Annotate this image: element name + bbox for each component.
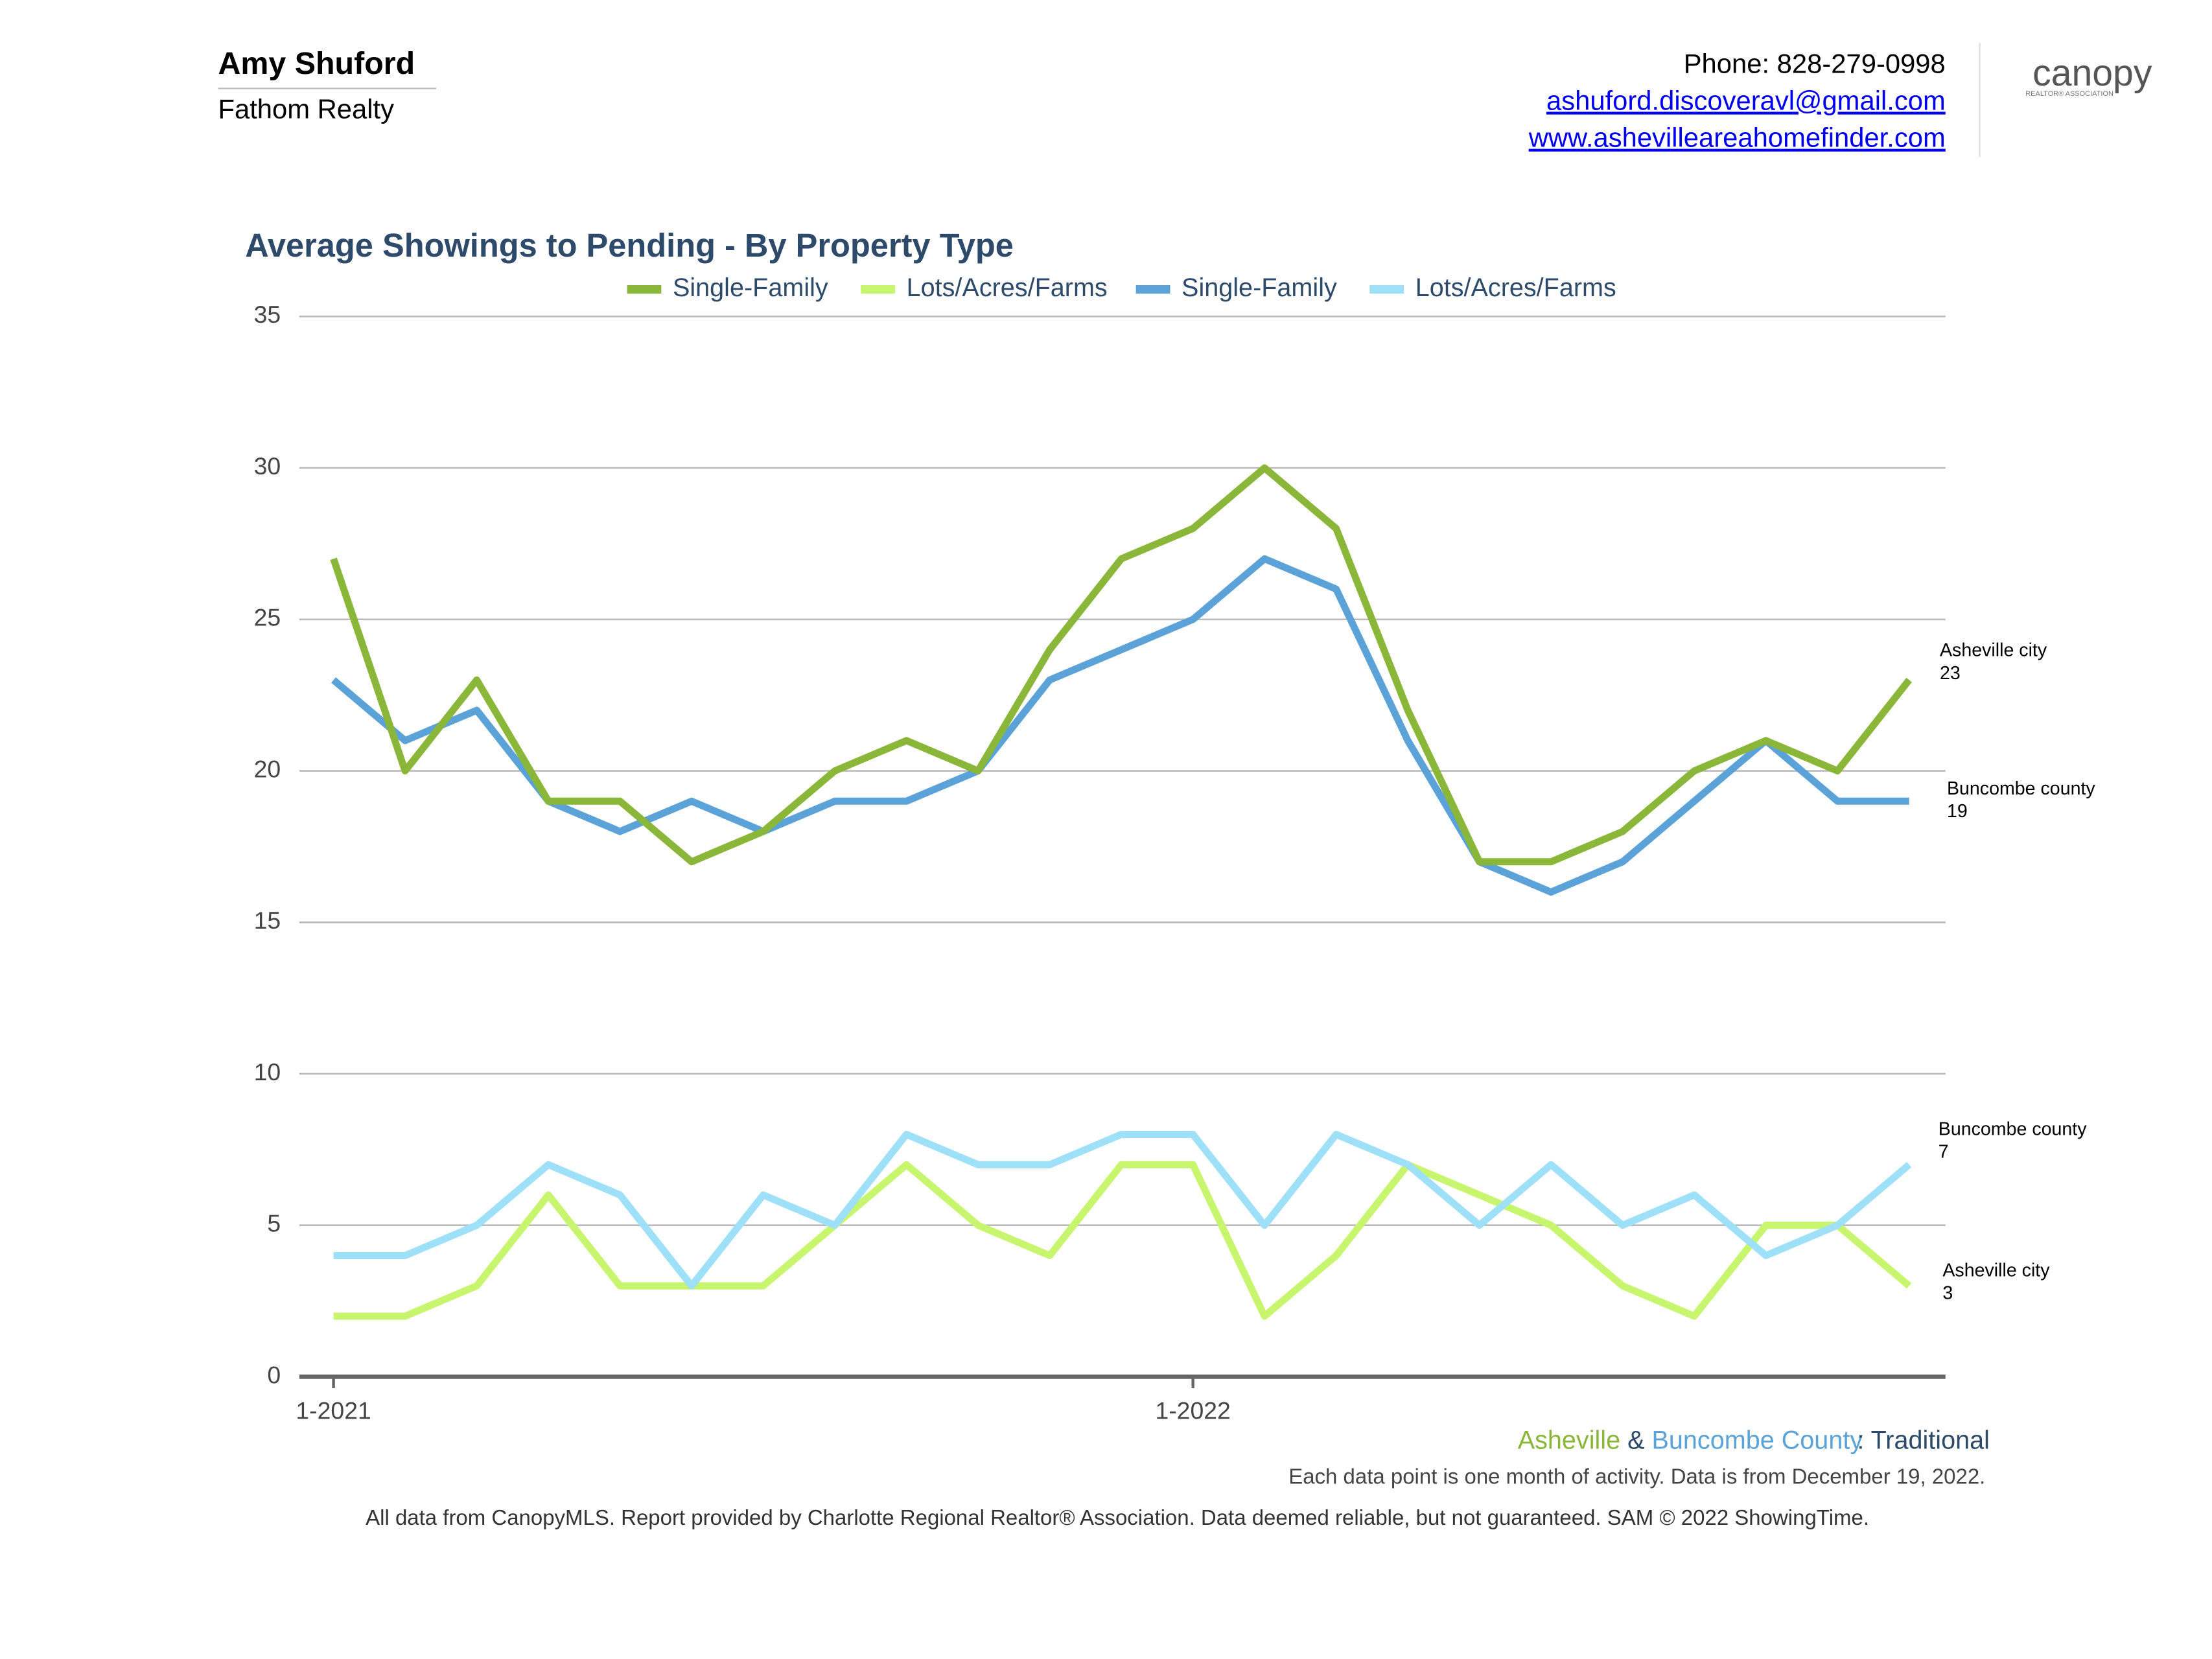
- annotation-text: Buncombe county: [1947, 778, 2095, 799]
- y-tick-label: 20: [254, 755, 281, 782]
- agent-company: Fathom Realty: [218, 94, 394, 124]
- source-note: All data from CanopyMLS. Report provided…: [366, 1505, 1869, 1529]
- y-tick-label: 30: [254, 452, 281, 480]
- legend-c: : Traditional: [1857, 1426, 1990, 1455]
- y-tick-label: 25: [254, 604, 281, 631]
- legend-label: Single-Family: [1182, 273, 1337, 302]
- logo: canopy: [2032, 52, 2152, 94]
- annotation-value: 23: [1940, 663, 1961, 684]
- legend-amp: &: [1627, 1426, 1644, 1455]
- email-link[interactable]: ashuford.discoveravl@gmail.com: [1546, 85, 1946, 115]
- chart-subtitle: Asheville & Buncombe County: Traditional: [1518, 1426, 1990, 1455]
- logo-subtitle: REALTOR® ASSOCIATION: [2025, 90, 2113, 98]
- x-tick-label: 1-2021: [296, 1397, 371, 1424]
- legend-label: Lots/Acres/Farms: [907, 273, 1108, 302]
- y-tick-label: 5: [267, 1210, 281, 1237]
- y-tick-label: 0: [267, 1361, 281, 1388]
- chart-title: Average Showings to Pending - By Propert…: [245, 227, 1014, 264]
- annotation-text: Buncombe county: [1938, 1119, 2087, 1140]
- legend-b: Buncombe County: [1652, 1426, 1863, 1455]
- legend-label: Single-Family: [673, 273, 828, 302]
- website-link[interactable]: www.ashevilleareahomefinder.com: [1528, 122, 1946, 153]
- series-line: [330, 464, 1913, 866]
- y-tick-label: 10: [254, 1058, 281, 1085]
- annotation-text: Asheville city: [1940, 640, 2047, 661]
- y-tick-label: 35: [254, 301, 281, 328]
- agent-name: Amy Shuford: [218, 46, 415, 81]
- annotation-value: 3: [1942, 1282, 1953, 1303]
- legend-a: Asheville: [1518, 1426, 1620, 1455]
- legend-label: Lots/Acres/Farms: [1415, 273, 1616, 302]
- phone: Phone: 828-279-0998: [1684, 48, 1946, 78]
- data-note: Each data point is one month of activity…: [1288, 1464, 1985, 1488]
- x-tick-label: 1-2022: [1155, 1397, 1230, 1424]
- series-line: [333, 1130, 1912, 1290]
- annotation-value: 19: [1947, 801, 1968, 822]
- y-tick-label: 15: [254, 907, 281, 934]
- annotation-value: 7: [1938, 1142, 1949, 1163]
- series-line: [333, 1161, 1912, 1320]
- annotation-text: Asheville city: [1942, 1260, 2050, 1281]
- series-line: [331, 555, 1909, 896]
